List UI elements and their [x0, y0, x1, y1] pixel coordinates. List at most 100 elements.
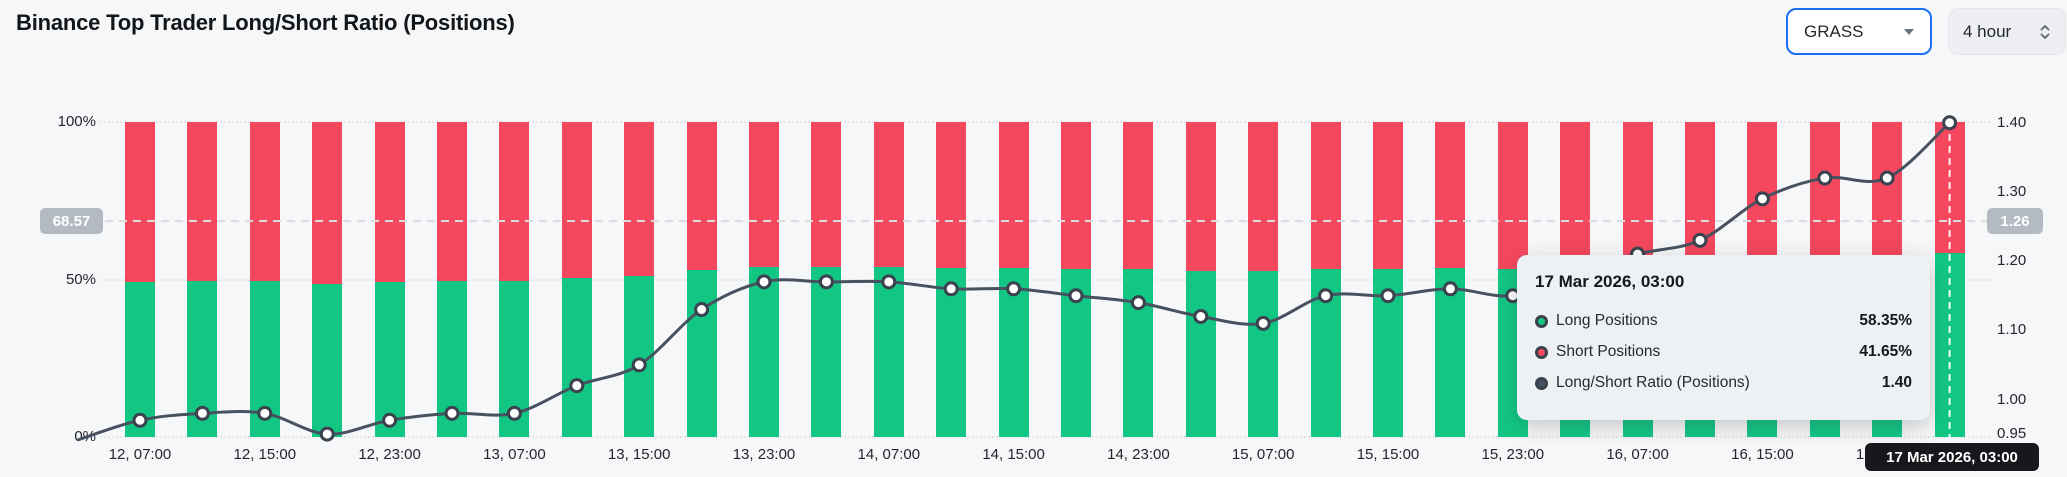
bar-short-segment[interactable]: [499, 122, 530, 282]
tooltip-row-label: Short Positions: [1556, 343, 1661, 360]
tooltip-row-label: Long Positions: [1556, 312, 1658, 329]
left-axis-tick-label: 50%: [65, 270, 96, 288]
bar-short-segment[interactable]: [374, 122, 405, 282]
data-point-marker[interactable]: [1068, 288, 1084, 304]
bar-short-segment[interactable]: [249, 122, 280, 282]
bar-short-segment[interactable]: [1747, 122, 1778, 260]
bar-short-segment[interactable]: [1872, 122, 1903, 258]
caret-down-icon: [1904, 28, 1914, 35]
data-point-marker[interactable]: [943, 281, 959, 297]
bar-long-segment[interactable]: [125, 281, 155, 437]
bar-short-segment[interactable]: [811, 122, 842, 268]
bar-short-segment[interactable]: [561, 122, 592, 278]
short-legend-dot-icon: [1535, 345, 1548, 359]
bar-short-segment[interactable]: [1310, 122, 1341, 269]
bar-short-segment[interactable]: [998, 122, 1029, 268]
bar-long-segment[interactable]: [312, 283, 343, 437]
bar-short-segment[interactable]: [1123, 122, 1154, 270]
bar-short-segment[interactable]: [686, 122, 717, 270]
data-point-marker[interactable]: [1879, 170, 1895, 186]
bar-short-segment[interactable]: [624, 122, 655, 276]
tooltip-row-value: 58.35%: [1859, 312, 1912, 329]
right-axis-tick-label: 1.20: [1997, 252, 2027, 270]
bar-short-segment[interactable]: [1373, 122, 1403, 269]
tooltip-row-short: Short Positions 41.65%: [1535, 341, 1912, 363]
data-point-marker[interactable]: [194, 405, 210, 421]
data-point-marker[interactable]: [818, 274, 834, 290]
bar-long-segment[interactable]: [811, 267, 842, 437]
bar-long-segment[interactable]: [749, 267, 779, 437]
symbol-select[interactable]: GRASS: [1786, 8, 1932, 55]
bar-short-segment[interactable]: [1809, 122, 1840, 258]
interval-select[interactable]: 4 hour: [1948, 8, 2066, 55]
interval-select-value: 4 hour: [1963, 21, 2012, 41]
sort-arrows-icon: [2040, 24, 2050, 39]
symbol-select-value: GRASS: [1804, 21, 1864, 41]
bar-long-segment[interactable]: [561, 277, 592, 437]
data-point-marker[interactable]: [1193, 308, 1209, 324]
tooltip-row-label: Long/Short Ratio (Positions): [1556, 374, 1750, 391]
x-axis-tick-label: 12, 07:00: [108, 446, 172, 463]
x-axis-tick-label: 15, 15:00: [1356, 446, 1420, 463]
data-point-marker[interactable]: [1692, 232, 1708, 248]
bar-short-segment[interactable]: [936, 122, 967, 268]
data-point-marker[interactable]: [1817, 170, 1833, 186]
x-axis-tick-label: 14, 07:00: [857, 446, 921, 463]
x-axis-tick-label: 12, 15:00: [233, 446, 297, 463]
x-axis-tick-label: 13, 23:00: [732, 446, 796, 463]
data-point-marker[interactable]: [257, 405, 273, 421]
data-point-marker[interactable]: [1130, 295, 1146, 311]
data-point-marker[interactable]: [694, 302, 710, 318]
bar-long-segment[interactable]: [1185, 270, 1216, 437]
bar-long-segment[interactable]: [873, 267, 904, 437]
bar-short-segment[interactable]: [1622, 122, 1653, 265]
x-axis-tick-label: 14, 15:00: [982, 446, 1045, 463]
x-axis-tick-label: 16, 07:00: [1606, 446, 1669, 463]
gridline: [100, 121, 1990, 123]
right-axis-tick-label: 1.30: [1997, 182, 2027, 200]
bar-short-segment[interactable]: [187, 122, 218, 282]
bar-short-segment[interactable]: [873, 122, 904, 268]
bar-short-segment[interactable]: [1497, 122, 1528, 269]
x-axis-tick-label: 14, 23:00: [1107, 446, 1170, 463]
data-point-marker[interactable]: [569, 378, 585, 394]
data-point-marker[interactable]: [1942, 115, 1958, 131]
bar-long-segment[interactable]: [374, 281, 405, 437]
data-point-marker[interactable]: [1442, 281, 1458, 297]
data-point-marker[interactable]: [506, 405, 522, 421]
right-axis-crosshair-badge: 1.26: [1987, 208, 2043, 234]
bar-short-segment[interactable]: [125, 122, 155, 282]
data-point-marker[interactable]: [881, 274, 897, 290]
right-axis-tick-label: 1.10: [1997, 321, 2027, 339]
bar-short-segment[interactable]: [437, 122, 467, 282]
bar-short-segment[interactable]: [1185, 122, 1216, 271]
bar-short-segment[interactable]: [749, 122, 779, 268]
bar-long-segment[interactable]: [1248, 271, 1279, 437]
data-point-marker[interactable]: [1380, 288, 1396, 304]
bar-short-segment[interactable]: [1435, 122, 1466, 268]
bar-short-segment[interactable]: [312, 122, 343, 284]
data-point-marker[interactable]: [132, 412, 148, 428]
data-point-marker[interactable]: [631, 357, 647, 373]
x-axis-crosshair-badge: 17 Mar 2026, 03:00: [1865, 443, 2039, 471]
bar-short-segment[interactable]: [1560, 122, 1591, 267]
bar-long-segment[interactable]: [686, 269, 717, 437]
data-point-marker[interactable]: [319, 426, 335, 442]
right-axis-tick-label: 0.95: [1997, 425, 2027, 443]
data-point-marker[interactable]: [1318, 288, 1334, 304]
data-point-marker[interactable]: [444, 405, 460, 421]
x-axis-tick-label: 12, 23:00: [358, 446, 421, 463]
data-point-marker[interactable]: [756, 274, 772, 290]
data-point-marker[interactable]: [382, 412, 398, 428]
bar-short-segment[interactable]: [1061, 122, 1091, 269]
tooltip-row-ratio: Long/Short Ratio (Positions) 1.40: [1535, 372, 1912, 394]
data-point-marker[interactable]: [1754, 191, 1770, 207]
bar-short-segment[interactable]: [1248, 122, 1279, 272]
data-point-marker[interactable]: [1255, 315, 1271, 331]
x-axis-tick-label: 13, 15:00: [607, 446, 671, 463]
gridline: [100, 278, 1990, 281]
data-point-marker[interactable]: [1006, 281, 1022, 297]
tooltip-title: 17 Mar 2026, 03:00: [1535, 272, 1685, 291]
